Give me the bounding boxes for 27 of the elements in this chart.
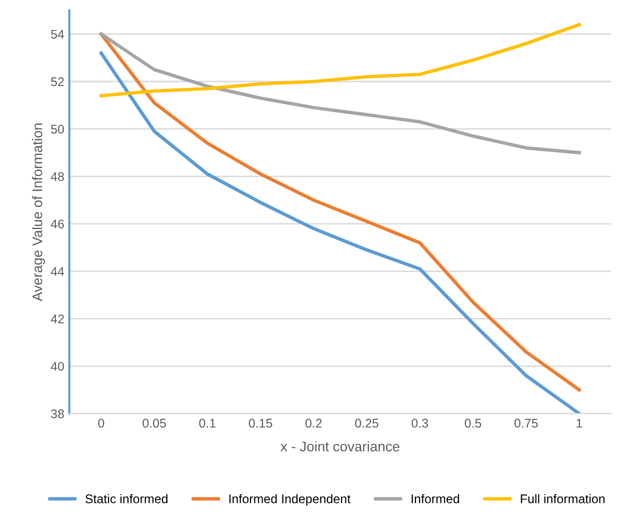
y-axis-title: Average Value of Information (32, 124, 45, 302)
x-tick-label: 0.75 (514, 418, 538, 428)
x-tick-label: 0.15 (248, 418, 272, 428)
y-tick-label: 42 (50, 314, 64, 324)
y-tick-label: 44 (50, 267, 64, 276)
y-tick-label: 52 (51, 77, 64, 86)
y-tick-label: 50 (51, 124, 64, 134)
x-tick-label: 0.25 (355, 418, 378, 428)
y-tick-label: 40 (50, 362, 64, 371)
legend-label: Static informed (85, 494, 168, 504)
legend-label: Full information (520, 494, 605, 504)
line-series (100, 22, 581, 98)
y-tick-label: 38 (51, 409, 64, 418)
y-tick-label: 46 (50, 220, 64, 228)
x-tick-label: 0.1 (199, 418, 216, 428)
x-tick-label: 0.3 (412, 418, 428, 428)
line-series (100, 32, 581, 154)
x-tick-label: 0.5 (464, 418, 482, 428)
legend-label: Informed Independent (229, 494, 350, 506)
y-tick-label: 54 (51, 30, 64, 39)
x-tick-label: 1 (576, 418, 582, 428)
y-tick-label: 48 (50, 172, 64, 182)
x-tick-label: 0.05 (142, 418, 166, 428)
x-tick-label: 0 (98, 418, 104, 428)
x-tick-label: 0.2 (305, 418, 322, 428)
legend-label: Informed (412, 494, 460, 504)
x-axis-title: x - Joint covariance (280, 441, 400, 452)
